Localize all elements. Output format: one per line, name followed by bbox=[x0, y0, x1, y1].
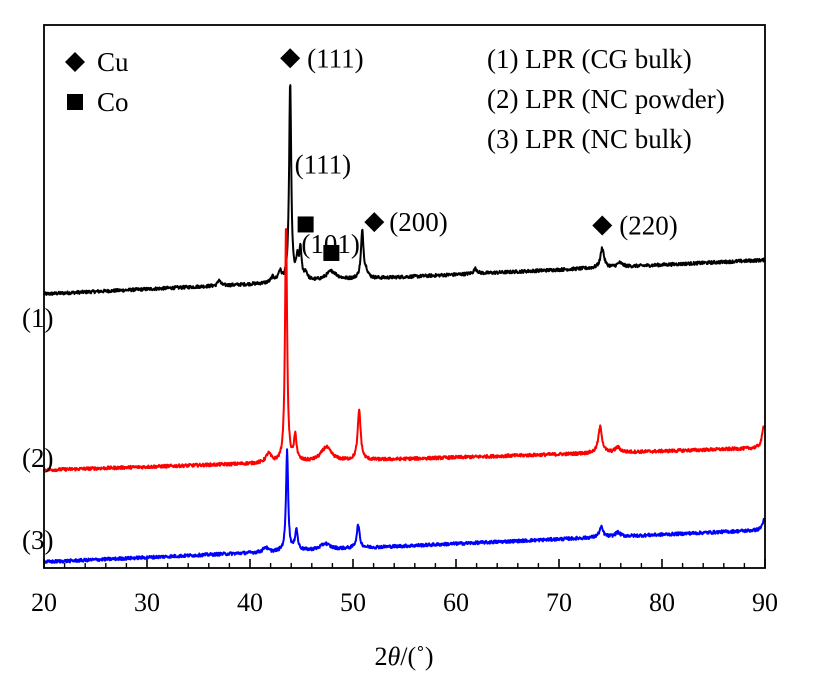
series-label-1: (1) bbox=[22, 303, 53, 333]
x-tick-label: 80 bbox=[649, 588, 675, 617]
annotation-label: (111) bbox=[295, 149, 351, 179]
legend-label-cu: Cu bbox=[97, 47, 129, 77]
x-tick-label: 40 bbox=[237, 588, 263, 617]
series-line-2 bbox=[43, 228, 766, 473]
annotation-diamond-marker bbox=[364, 212, 385, 233]
series-labels: (1) (2) (3) bbox=[22, 303, 53, 555]
x-axis-title-prefix: 2 bbox=[375, 642, 388, 671]
annotation-label: (220) bbox=[619, 211, 677, 241]
legend-square-marker bbox=[67, 94, 83, 110]
annotation-label: (101) bbox=[301, 229, 359, 259]
series-label-2: (2) bbox=[22, 443, 53, 473]
annotation-square-marker bbox=[297, 216, 314, 233]
annotation-diamond-marker bbox=[592, 215, 613, 236]
legend-series: (1) LPR (CG bulk) (2) LPR (NC powder) (3… bbox=[487, 44, 725, 154]
annotation-layer: (111) (111) (101) (200) (220) bbox=[280, 43, 678, 261]
series-line-1 bbox=[43, 84, 766, 296]
series-layer bbox=[43, 84, 766, 565]
x-axis: 20 30 40 50 60 70 80 90 bbox=[31, 559, 778, 617]
annotation-diamond-marker bbox=[280, 48, 301, 69]
annotation-label: (200) bbox=[389, 207, 447, 237]
legend-markers: Cu Co bbox=[65, 47, 129, 117]
x-axis-title-unit: /(˚) bbox=[400, 642, 433, 671]
series-line-3 bbox=[43, 448, 766, 565]
legend-series-1: (1) LPR (CG bulk) bbox=[487, 44, 692, 74]
x-tick-label: 20 bbox=[31, 588, 57, 617]
x-tick-label: 90 bbox=[752, 588, 778, 617]
series-label-3: (3) bbox=[22, 525, 53, 555]
annotation-label: (111) bbox=[307, 43, 363, 73]
x-tick-label: 60 bbox=[443, 588, 469, 617]
x-axis-title: 2θ/(˚) bbox=[375, 642, 434, 671]
legend-series-2: (2) LPR (NC powder) bbox=[487, 84, 725, 114]
legend-diamond-marker bbox=[65, 52, 85, 72]
x-tick-label: 70 bbox=[546, 588, 572, 617]
x-tick-label: 30 bbox=[134, 588, 160, 617]
plot-frame bbox=[43, 24, 766, 569]
legend-label-co: Co bbox=[97, 87, 129, 117]
annotation-square-marker bbox=[323, 244, 340, 261]
x-tick-label: 50 bbox=[340, 588, 366, 617]
legend-series-3: (3) LPR (NC bulk) bbox=[487, 124, 692, 154]
x-axis-title-theta: θ bbox=[388, 642, 401, 671]
